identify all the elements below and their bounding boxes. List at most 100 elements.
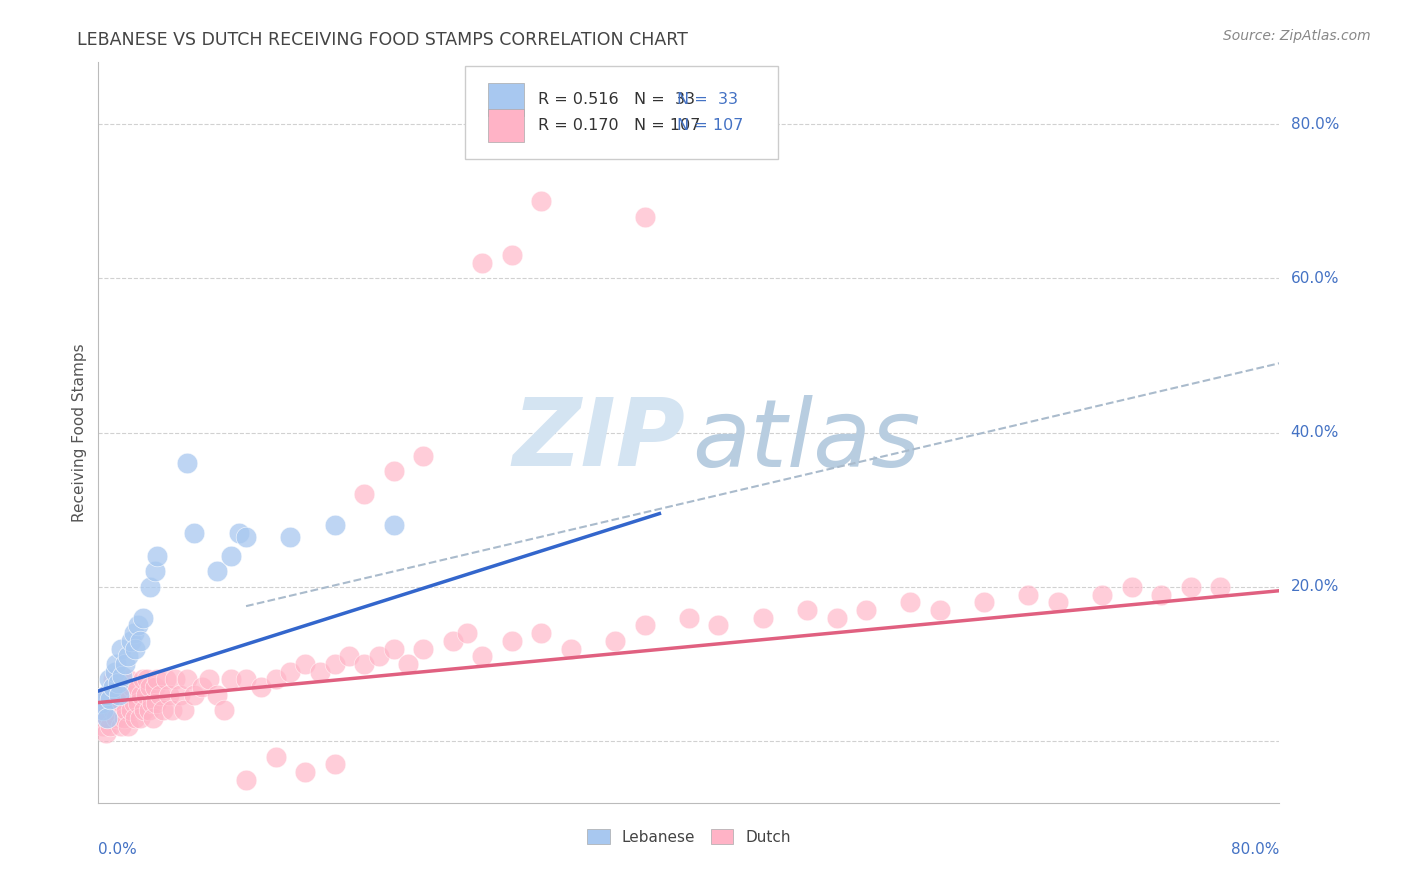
Point: [90, 696, 112, 710]
Text: 0.0%: 0.0%: [98, 842, 138, 856]
Point: [132, 673, 155, 687]
Point: [103, 703, 125, 717]
Point: [90, 696, 112, 710]
Point: [114, 688, 136, 702]
Point: [471, 256, 494, 270]
Point: [280, 665, 302, 679]
Point: [339, 649, 361, 664]
Point: [634, 210, 657, 224]
Point: [707, 618, 730, 632]
Point: [162, 703, 183, 717]
Text: 80.0%: 80.0%: [1232, 842, 1279, 856]
Point: [173, 703, 195, 717]
Point: [120, 633, 142, 648]
Point: [1018, 588, 1040, 602]
Point: [235, 530, 257, 544]
Point: [118, 688, 141, 702]
Point: [221, 673, 243, 687]
Point: [205, 565, 228, 579]
Point: [309, 665, 332, 679]
Point: [141, 696, 163, 710]
Text: 60.0%: 60.0%: [1291, 271, 1339, 285]
Point: [221, 549, 243, 563]
Point: [129, 688, 152, 702]
Text: N = 107: N = 107: [678, 118, 744, 133]
Point: [108, 696, 131, 710]
Point: [117, 649, 139, 664]
Point: [94, 688, 117, 702]
Text: 40.0%: 40.0%: [1291, 425, 1339, 440]
Point: [125, 680, 148, 694]
Point: [120, 703, 142, 717]
Point: [1046, 595, 1070, 609]
Text: 20.0%: 20.0%: [1291, 580, 1339, 594]
Point: [105, 711, 128, 725]
Point: [929, 603, 952, 617]
Point: [183, 525, 205, 540]
Point: [353, 657, 375, 671]
Point: [855, 603, 877, 617]
Legend: Lebanese, Dutch: Lebanese, Dutch: [581, 822, 797, 851]
Point: [323, 657, 346, 671]
Point: [634, 618, 657, 632]
Point: [121, 680, 143, 694]
Point: [412, 641, 434, 656]
Point: [155, 673, 177, 687]
Point: [294, 764, 316, 779]
Point: [176, 457, 198, 471]
Point: [93, 703, 115, 717]
Point: [105, 657, 128, 671]
Text: R = 0.170   N = 107: R = 0.170 N = 107: [537, 118, 700, 133]
Point: [128, 633, 150, 648]
Point: [1180, 580, 1202, 594]
Point: [382, 518, 405, 533]
Point: [96, 711, 118, 725]
Point: [136, 673, 159, 687]
Point: [107, 676, 129, 690]
Point: [250, 680, 273, 694]
Point: [111, 668, 134, 682]
Point: [91, 719, 114, 733]
Point: [115, 703, 138, 717]
Point: [122, 626, 145, 640]
Text: R = 0.516   N =  33: R = 0.516 N = 33: [537, 92, 695, 107]
Text: 80.0%: 80.0%: [1291, 117, 1339, 132]
Point: [457, 626, 479, 640]
Text: LEBANESE VS DUTCH RECEIVING FOOD STAMPS CORRELATION CHART: LEBANESE VS DUTCH RECEIVING FOOD STAMPS …: [77, 31, 688, 49]
Point: [501, 248, 523, 262]
Point: [103, 673, 125, 687]
Point: [124, 641, 146, 656]
Point: [110, 673, 132, 687]
Point: [165, 673, 187, 687]
Point: [128, 711, 150, 725]
Point: [235, 772, 257, 787]
Point: [176, 673, 198, 687]
Point: [752, 610, 775, 624]
Point: [145, 696, 167, 710]
Point: [228, 525, 250, 540]
Point: [900, 595, 922, 609]
Point: [501, 633, 523, 648]
Point: [89, 711, 111, 725]
Point: [97, 696, 120, 710]
Point: [114, 657, 136, 671]
Point: [117, 673, 139, 687]
Point: [94, 688, 117, 702]
Point: [138, 703, 160, 717]
Point: [98, 719, 121, 733]
Point: [530, 626, 553, 640]
Point: [132, 610, 155, 624]
Point: [149, 688, 172, 702]
Point: [198, 673, 221, 687]
Point: [152, 703, 174, 717]
Point: [96, 711, 118, 725]
Point: [235, 673, 257, 687]
Point: [1091, 588, 1114, 602]
Point: [398, 657, 420, 671]
Point: [530, 194, 553, 209]
Point: [1150, 588, 1173, 602]
Point: [146, 549, 169, 563]
Point: [110, 719, 132, 733]
Point: [294, 657, 316, 671]
Point: [94, 726, 117, 740]
